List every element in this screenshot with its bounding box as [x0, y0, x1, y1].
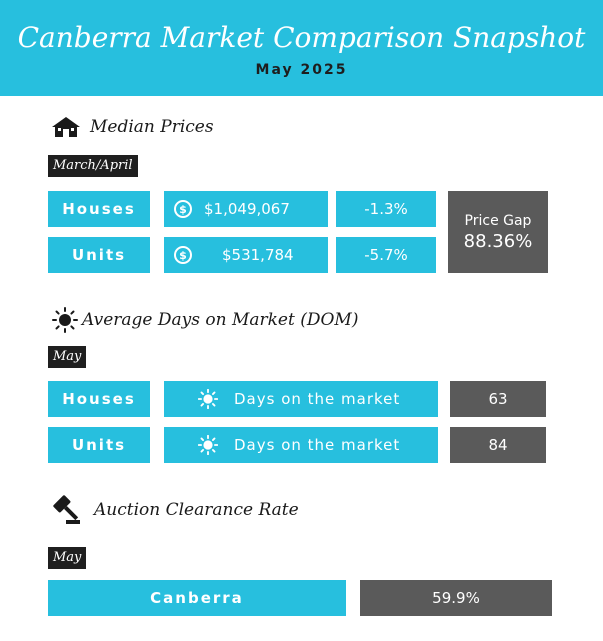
- median-units-label: Units: [48, 237, 150, 273]
- median-units-price-box: $ $531,784: [164, 237, 328, 273]
- median-houses-change: -1.3%: [336, 191, 436, 227]
- dom-units-text: Days on the market: [234, 436, 401, 454]
- price-gap-value: 88.36%: [463, 230, 533, 252]
- median-period-tag: March/April: [48, 155, 138, 177]
- house-icon: [52, 117, 80, 137]
- median-houses-price: $1,049,067: [204, 200, 290, 218]
- sun-icon: [198, 435, 218, 455]
- median-prices-heading: Median Prices: [90, 117, 214, 137]
- dollar-circle-icon: $: [174, 200, 192, 218]
- auction-city-label: Canberra: [48, 580, 346, 616]
- dollar-circle-icon: $: [174, 246, 192, 264]
- price-gap-label: Price Gap: [464, 212, 532, 229]
- page-subtitle: May 2025: [255, 62, 348, 78]
- dom-houses-text-box: Days on the market: [164, 381, 438, 417]
- dom-period-tag: May: [48, 346, 87, 368]
- price-gap-box: Price Gap 88.36%: [448, 191, 548, 273]
- header-banner: [0, 0, 603, 96]
- median-houses-label: Houses: [48, 191, 150, 227]
- dom-heading: Average Days on Market (DOM): [82, 310, 359, 330]
- dom-units-label: Units: [48, 427, 150, 463]
- sun-icon: [52, 307, 78, 333]
- dom-houses-label: Houses: [48, 381, 150, 417]
- page-title: Canberra Market Comparison Snapshot: [17, 21, 586, 54]
- dom-units-value: 84: [450, 427, 546, 463]
- dom-houses-text: Days on the market: [234, 390, 401, 408]
- auction-period-tag: May: [48, 547, 87, 569]
- gavel-icon: [53, 495, 80, 524]
- median-units-price: $531,784: [222, 246, 294, 264]
- sun-icon: [198, 389, 218, 409]
- median-houses-price-box: $ $1,049,067: [164, 191, 328, 227]
- median-units-change: -5.7%: [336, 237, 436, 273]
- auction-heading: Auction Clearance Rate: [94, 500, 299, 520]
- dom-houses-value: 63: [450, 381, 546, 417]
- auction-clearance-value: 59.9%: [360, 580, 552, 616]
- dom-units-text-box: Days on the market: [164, 427, 438, 463]
